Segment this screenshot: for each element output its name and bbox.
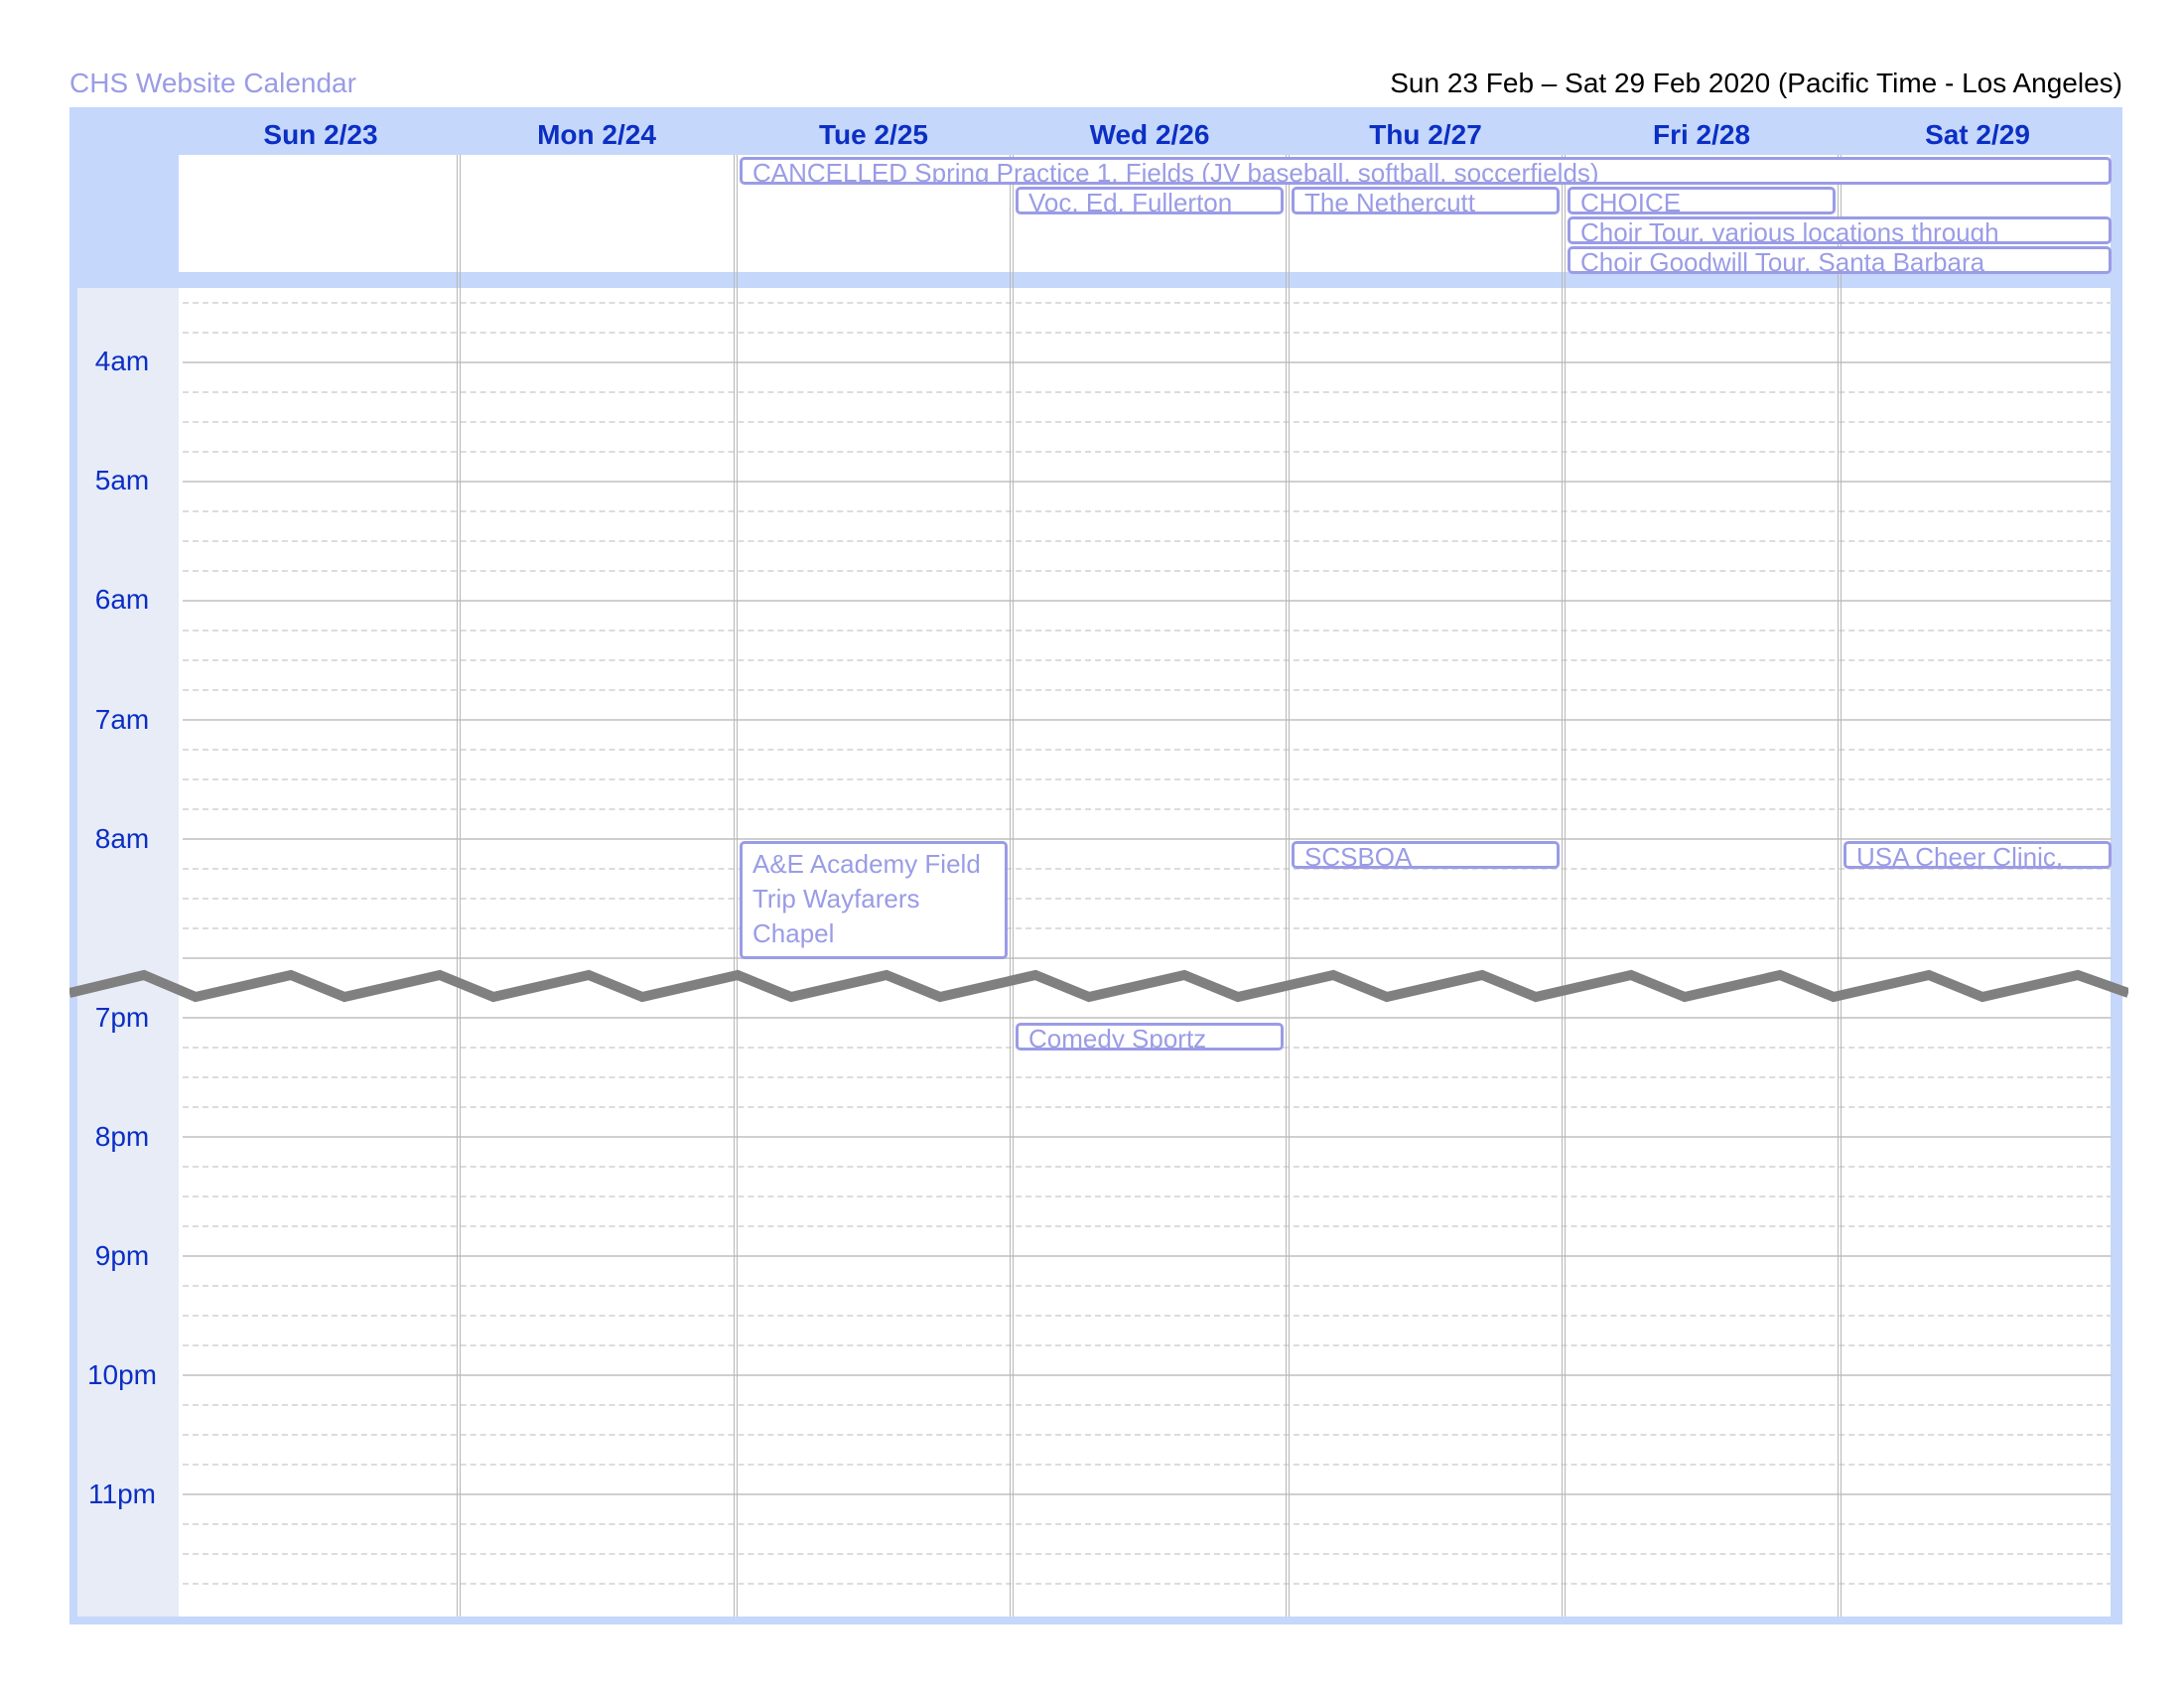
grid-line: [183, 1255, 2113, 1257]
grid-line: [183, 1553, 2113, 1555]
grid-line: [183, 570, 2113, 572]
grid-line: [183, 451, 2113, 453]
time-gutter: [77, 288, 179, 1617]
day-header-sun: Sun 2/23: [263, 119, 378, 150]
grid-line: [183, 481, 2113, 483]
grid-line: [183, 1493, 2113, 1495]
grid-line: [183, 540, 2113, 542]
grid-line: [183, 1344, 2113, 1346]
grid-line: [183, 391, 2113, 393]
time-label-8am: 8am: [94, 823, 150, 854]
grid-line: [183, 1434, 2113, 1436]
grid-line: [183, 778, 2113, 780]
time-label-7am: 7am: [94, 704, 150, 735]
grid-line: [183, 659, 2113, 661]
grid-line: [183, 361, 2113, 363]
day-header-tue: Tue 2/25: [819, 119, 928, 150]
day-separator: [1838, 155, 1842, 1617]
day-header-mon: Mon 2/24: [537, 119, 656, 150]
timed-event[interactable]: Comedy Sportz: [1016, 1023, 1284, 1051]
grid-line: [183, 1404, 2113, 1406]
grid-line: [183, 1166, 2113, 1168]
time-label-6am: 6am: [94, 584, 150, 615]
day-separator: [1010, 155, 1014, 1617]
all-day-event[interactable]: Voc. Ed. Fullerton: [1016, 187, 1284, 214]
grid-line: [183, 1285, 2113, 1287]
grid-line: [183, 957, 2113, 959]
grid-line: [183, 421, 2113, 423]
day-separator: [734, 155, 738, 1617]
grid-line: [183, 1523, 2113, 1525]
day-header-sat: Sat 2/29: [1925, 119, 2030, 150]
time-label-11pm: 11pm: [88, 1478, 156, 1509]
grid-line: [183, 510, 2113, 512]
grid-line: [183, 1076, 2113, 1078]
grid-line: [183, 1017, 2113, 1019]
day-header-wed: Wed 2/26: [1089, 119, 1210, 150]
grid-line: [183, 927, 2113, 929]
grid-line: [183, 1225, 2113, 1227]
grid-line: [183, 1374, 2113, 1376]
day-separator: [1286, 155, 1290, 1617]
all-day-event[interactable]: CANCELLED Spring Practice 1, Fields (JV …: [740, 157, 2112, 185]
all-day-event[interactable]: Choir Tour, various locations through: [1568, 216, 2112, 244]
grid-line: [183, 808, 2113, 810]
time-label-5am: 5am: [94, 465, 150, 495]
grid-line: [183, 1136, 2113, 1138]
all-day-event[interactable]: CHOICE: [1568, 187, 1836, 214]
time-label-7pm: 7pm: [94, 1002, 150, 1033]
grid-line: [183, 630, 2113, 632]
grid-line: [183, 719, 2113, 721]
grid-line: [183, 868, 2113, 870]
time-label-4am: 4am: [94, 346, 150, 376]
time-break-zigzag: [69, 969, 2128, 1003]
grid-line: [183, 302, 2113, 304]
grid-line: [183, 1106, 2113, 1108]
timed-event[interactable]: USA Cheer Clinic,: [1843, 841, 2112, 869]
time-label-10pm: 10pm: [86, 1359, 158, 1390]
day-header-fri: Fri 2/28: [1652, 119, 1751, 150]
grid-line: [183, 1196, 2113, 1197]
time-grid: [179, 288, 2111, 1617]
calendar-name: CHS Website Calendar: [69, 68, 356, 98]
grid-line: [183, 332, 2113, 334]
day-separator: [1562, 155, 1566, 1617]
grid-line: [183, 838, 2113, 840]
day-header-thu: Thu 2/27: [1369, 119, 1482, 150]
date-range: Sun 23 Feb – Sat 29 Feb 2020 (Pacific Ti…: [1390, 68, 2122, 98]
time-label-9pm: 9pm: [94, 1240, 150, 1271]
grid-line: [183, 600, 2113, 602]
grid-line: [183, 749, 2113, 751]
timed-event[interactable]: SCSBOA: [1292, 841, 1560, 869]
all-day-event[interactable]: The Nethercutt: [1292, 187, 1560, 214]
grid-line: [183, 1583, 2113, 1585]
all-day-event[interactable]: Choir Goodwill Tour, Santa Barbara: [1568, 246, 2112, 274]
timed-event[interactable]: A&E Academy Field Trip Wayfarers Chapel: [740, 841, 1008, 959]
grid-line: [183, 898, 2113, 900]
day-separator: [457, 155, 461, 1617]
grid-line: [183, 689, 2113, 691]
grid-line: [183, 1315, 2113, 1317]
grid-line: [183, 1464, 2113, 1466]
time-label-8pm: 8pm: [94, 1121, 150, 1152]
